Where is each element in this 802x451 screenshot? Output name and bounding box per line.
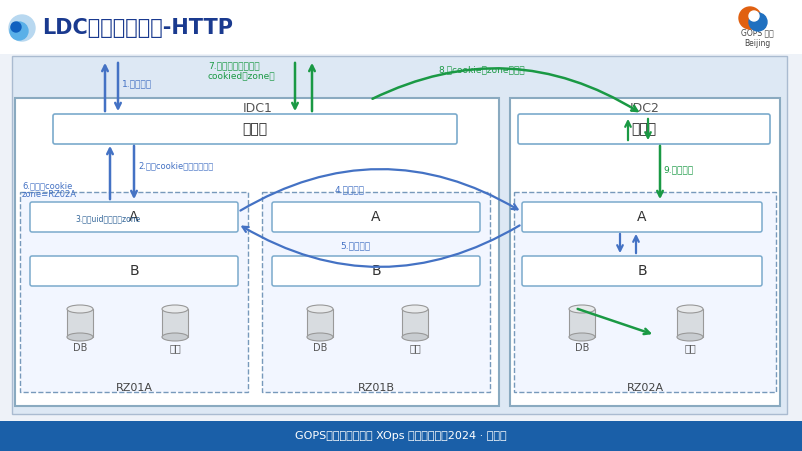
Text: IDC2: IDC2 bbox=[630, 101, 660, 115]
Text: LDC架构流量调度-HTTP: LDC架构流量调度-HTTP bbox=[42, 18, 233, 38]
Text: DB: DB bbox=[313, 343, 327, 353]
Bar bbox=[569, 309, 595, 337]
Text: zone=RZ02A: zone=RZ02A bbox=[22, 190, 77, 199]
FancyBboxPatch shape bbox=[272, 202, 480, 232]
Ellipse shape bbox=[67, 305, 93, 313]
Text: GOPS 峰会
Beijing: GOPS 峰会 Beijing bbox=[740, 28, 773, 48]
FancyBboxPatch shape bbox=[12, 56, 787, 414]
FancyBboxPatch shape bbox=[518, 114, 770, 144]
Text: 7.同一用户后续请求: 7.同一用户后续请求 bbox=[208, 61, 260, 70]
FancyBboxPatch shape bbox=[522, 202, 762, 232]
Text: 接入层: 接入层 bbox=[631, 122, 657, 136]
FancyBboxPatch shape bbox=[522, 256, 762, 286]
Text: IDC1: IDC1 bbox=[243, 101, 273, 115]
Circle shape bbox=[749, 13, 767, 31]
FancyBboxPatch shape bbox=[0, 0, 802, 54]
Text: cookied带zone值: cookied带zone值 bbox=[208, 71, 276, 80]
Text: 接入层: 接入层 bbox=[242, 122, 268, 136]
Text: 2.未带cookie，本机房处理: 2.未带cookie，本机房处理 bbox=[138, 161, 213, 170]
Ellipse shape bbox=[307, 305, 333, 313]
FancyBboxPatch shape bbox=[262, 192, 490, 392]
Ellipse shape bbox=[569, 333, 595, 341]
Text: B: B bbox=[371, 264, 381, 278]
Text: A: A bbox=[638, 210, 646, 224]
Text: 缓存: 缓存 bbox=[409, 343, 421, 353]
Text: B: B bbox=[129, 264, 139, 278]
Ellipse shape bbox=[569, 305, 595, 313]
Text: RZ01A: RZ01A bbox=[115, 383, 152, 393]
FancyBboxPatch shape bbox=[20, 192, 248, 392]
Ellipse shape bbox=[307, 333, 333, 341]
Text: GOPS全球运维大会暨 XOps 技术创新峰会2024 · 北京站: GOPS全球运维大会暨 XOps 技术创新峰会2024 · 北京站 bbox=[295, 431, 507, 441]
FancyBboxPatch shape bbox=[15, 98, 499, 406]
FancyBboxPatch shape bbox=[0, 421, 802, 451]
Circle shape bbox=[9, 15, 35, 41]
Ellipse shape bbox=[677, 333, 703, 341]
Circle shape bbox=[739, 7, 761, 29]
Text: DB: DB bbox=[73, 343, 87, 353]
FancyBboxPatch shape bbox=[272, 256, 480, 286]
Ellipse shape bbox=[162, 305, 188, 313]
Ellipse shape bbox=[677, 305, 703, 313]
FancyBboxPatch shape bbox=[514, 192, 776, 392]
Text: DB: DB bbox=[575, 343, 589, 353]
Circle shape bbox=[10, 22, 28, 40]
FancyBboxPatch shape bbox=[53, 114, 457, 144]
Bar bbox=[402, 309, 428, 337]
Text: A: A bbox=[371, 210, 381, 224]
Text: 5.响应返回: 5.响应返回 bbox=[340, 241, 371, 250]
Circle shape bbox=[749, 11, 759, 21]
Text: B: B bbox=[637, 264, 646, 278]
Bar bbox=[307, 309, 333, 337]
FancyBboxPatch shape bbox=[30, 202, 238, 232]
Text: A: A bbox=[129, 210, 139, 224]
FancyBboxPatch shape bbox=[30, 256, 238, 286]
Bar bbox=[162, 309, 188, 337]
Text: 缓存: 缓存 bbox=[684, 343, 696, 353]
Text: RZ02A: RZ02A bbox=[626, 383, 663, 393]
Text: 8.按cookie的zone值分流: 8.按cookie的zone值分流 bbox=[438, 65, 525, 74]
Ellipse shape bbox=[162, 333, 188, 341]
Text: RZ01B: RZ01B bbox=[358, 383, 395, 393]
Text: 1.初次请求: 1.初次请求 bbox=[122, 79, 152, 88]
Text: 缓存: 缓存 bbox=[169, 343, 181, 353]
Bar bbox=[677, 309, 703, 337]
FancyBboxPatch shape bbox=[510, 98, 780, 406]
Text: 4.转发请求: 4.转发请求 bbox=[335, 185, 365, 194]
Circle shape bbox=[11, 22, 21, 32]
Text: 6.响应写cookie: 6.响应写cookie bbox=[22, 181, 72, 190]
Text: 3.根据uid计算目标zone: 3.根据uid计算目标zone bbox=[75, 214, 140, 223]
Ellipse shape bbox=[67, 333, 93, 341]
Text: 9.请求响应: 9.请求响应 bbox=[663, 165, 693, 174]
Ellipse shape bbox=[402, 333, 428, 341]
Bar bbox=[67, 309, 93, 337]
Ellipse shape bbox=[402, 305, 428, 313]
